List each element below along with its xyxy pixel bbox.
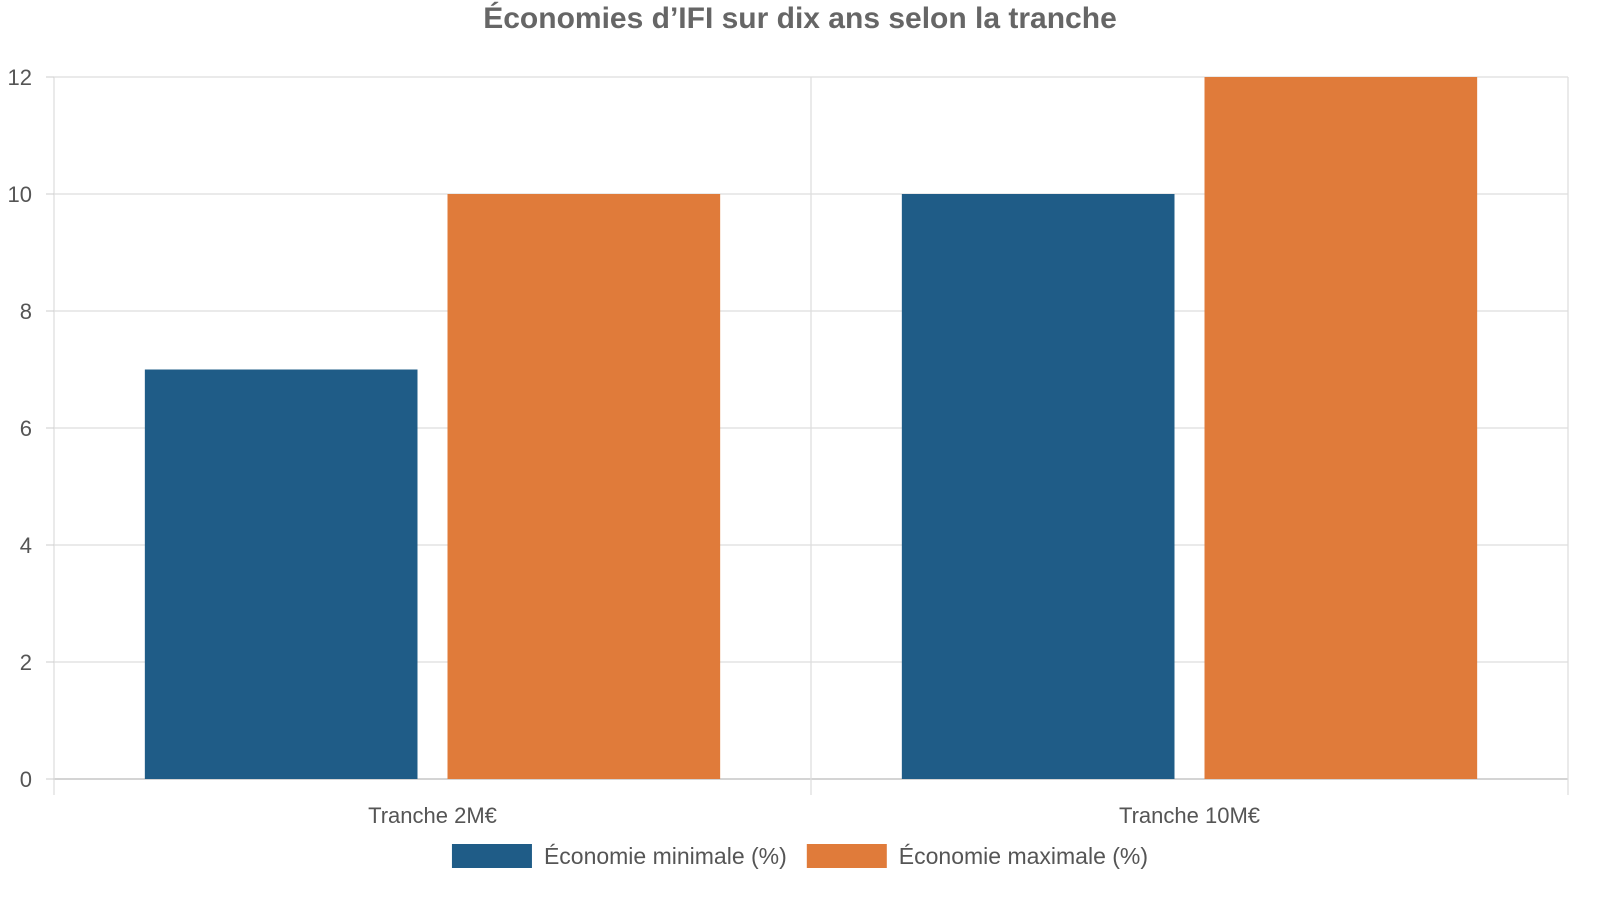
y-tick-label: 2: [20, 650, 32, 675]
bar-economie-minimale-1[interactable]: [901, 194, 1175, 779]
bar-economie-maximale-1[interactable]: [1204, 77, 1478, 779]
y-tick-label: 4: [20, 533, 32, 558]
x-category-label: Tranche 2M€: [368, 803, 497, 828]
y-tick-label: 12: [8, 65, 32, 90]
chart-title: Économies d’IFI sur dix ans selon la tra…: [483, 2, 1117, 35]
y-tick-label: 0: [20, 767, 32, 792]
axis-layer: 0 2 4 6 8 10 12 Tranche 2M€ Tranche 10M€: [8, 65, 1261, 828]
legend-swatch[interactable]: [806, 844, 887, 868]
y-tick-label: 6: [20, 416, 32, 441]
bar-economie-maximale-0[interactable]: [447, 194, 721, 779]
x-category-label: Tranche 10M€: [1119, 803, 1260, 828]
bars-layer: [144, 77, 1478, 780]
legend-label[interactable]: Économie maximale (%): [899, 843, 1148, 869]
y-tick-label: 10: [8, 182, 32, 207]
y-tick-label: 8: [20, 299, 32, 324]
legend-swatch[interactable]: [451, 844, 532, 868]
legend: Économie minimale (%) Économie maximale (…: [451, 843, 1148, 869]
bar-economie-minimale-0[interactable]: [144, 369, 418, 780]
legend-label[interactable]: Économie minimale (%): [544, 843, 787, 869]
